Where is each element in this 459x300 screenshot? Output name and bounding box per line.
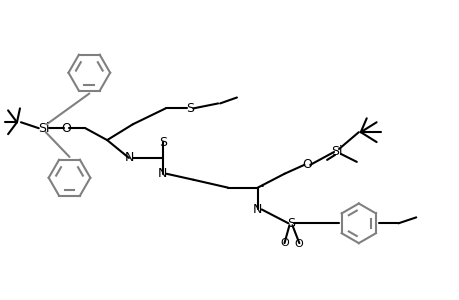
Text: O: O	[280, 238, 288, 248]
Text: S: S	[158, 136, 166, 148]
Text: N: N	[252, 203, 262, 216]
Text: O: O	[293, 239, 302, 249]
Text: Si: Si	[38, 122, 50, 135]
Text: Si: Si	[330, 146, 342, 158]
Text: S: S	[186, 102, 194, 115]
Text: ·: ·	[258, 178, 264, 196]
Text: O: O	[62, 122, 71, 135]
Text: O: O	[302, 158, 312, 171]
Text: S: S	[287, 217, 295, 230]
Text: N: N	[157, 167, 167, 180]
Text: N: N	[124, 152, 134, 164]
